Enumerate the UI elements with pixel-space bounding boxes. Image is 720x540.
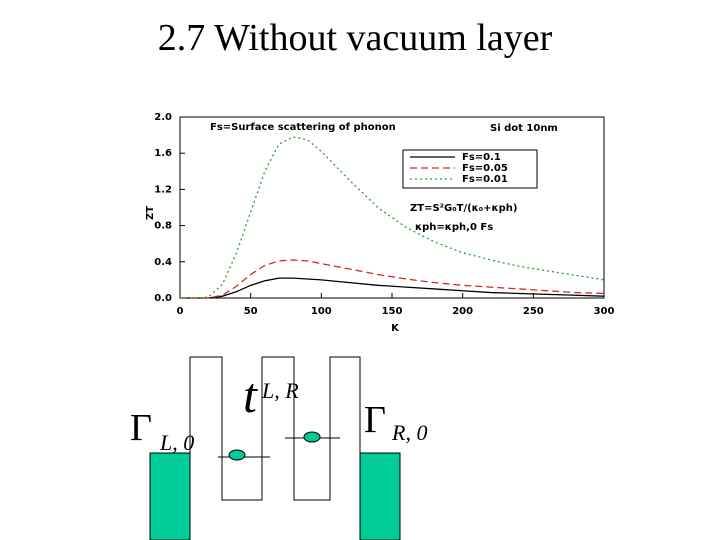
legend-label: Fs=0.05 [462,163,508,174]
annotation: ZT=S²G₀T/(κ₀+κph) [410,203,517,214]
x-tick-label: 200 [452,306,473,317]
series-line [180,136,605,299]
y-tick-label: 1.2 [154,184,172,195]
series-line [180,277,605,299]
y-tick-label: 0.0 [154,293,172,304]
subscript: R, 0 [391,420,427,445]
x-tick-label: 0 [177,306,184,317]
symbol: t [243,367,258,423]
plot-frame [179,116,605,299]
y-tick-label: 0.4 [154,257,172,268]
left-lead [149,452,191,540]
legend-label: Fs=0.1 [462,152,501,163]
symbol: Γ [364,399,386,441]
x-tick-label: 150 [382,306,403,317]
right-lead [359,452,401,540]
slide-title: 2.7 Without vacuum layer [158,17,553,59]
annotation: Si dot 10nm [490,123,558,134]
subscript: L, 0 [159,430,194,455]
series-line [180,259,605,299]
x-tick-label: 300 [594,306,615,317]
y-tick-label: 0.8 [154,221,172,232]
diagram: Γ L, 0 t L, R Γ R, 0 [130,356,427,540]
dot [228,449,246,461]
potential-profile [189,356,361,540]
x-tick-label: 100 [311,306,332,317]
legend-label: Fs=0.01 [462,174,508,185]
y-tick-label: 2.0 [154,112,172,123]
x-axis-label: K [391,323,400,334]
annotation: Fs=Surface scattering of phonon [210,122,396,133]
x-tick-label: 250 [523,306,544,317]
subscript: L, R [261,378,299,403]
y-tick-label: 1.6 [154,148,172,159]
symbol: Γ [130,407,152,449]
annotation: κph=κph,0 Fs [415,222,493,233]
legend-box [402,149,538,189]
dot [303,431,321,443]
y-axis-label: ZT [145,206,156,220]
x-tick-label: 50 [244,306,258,317]
